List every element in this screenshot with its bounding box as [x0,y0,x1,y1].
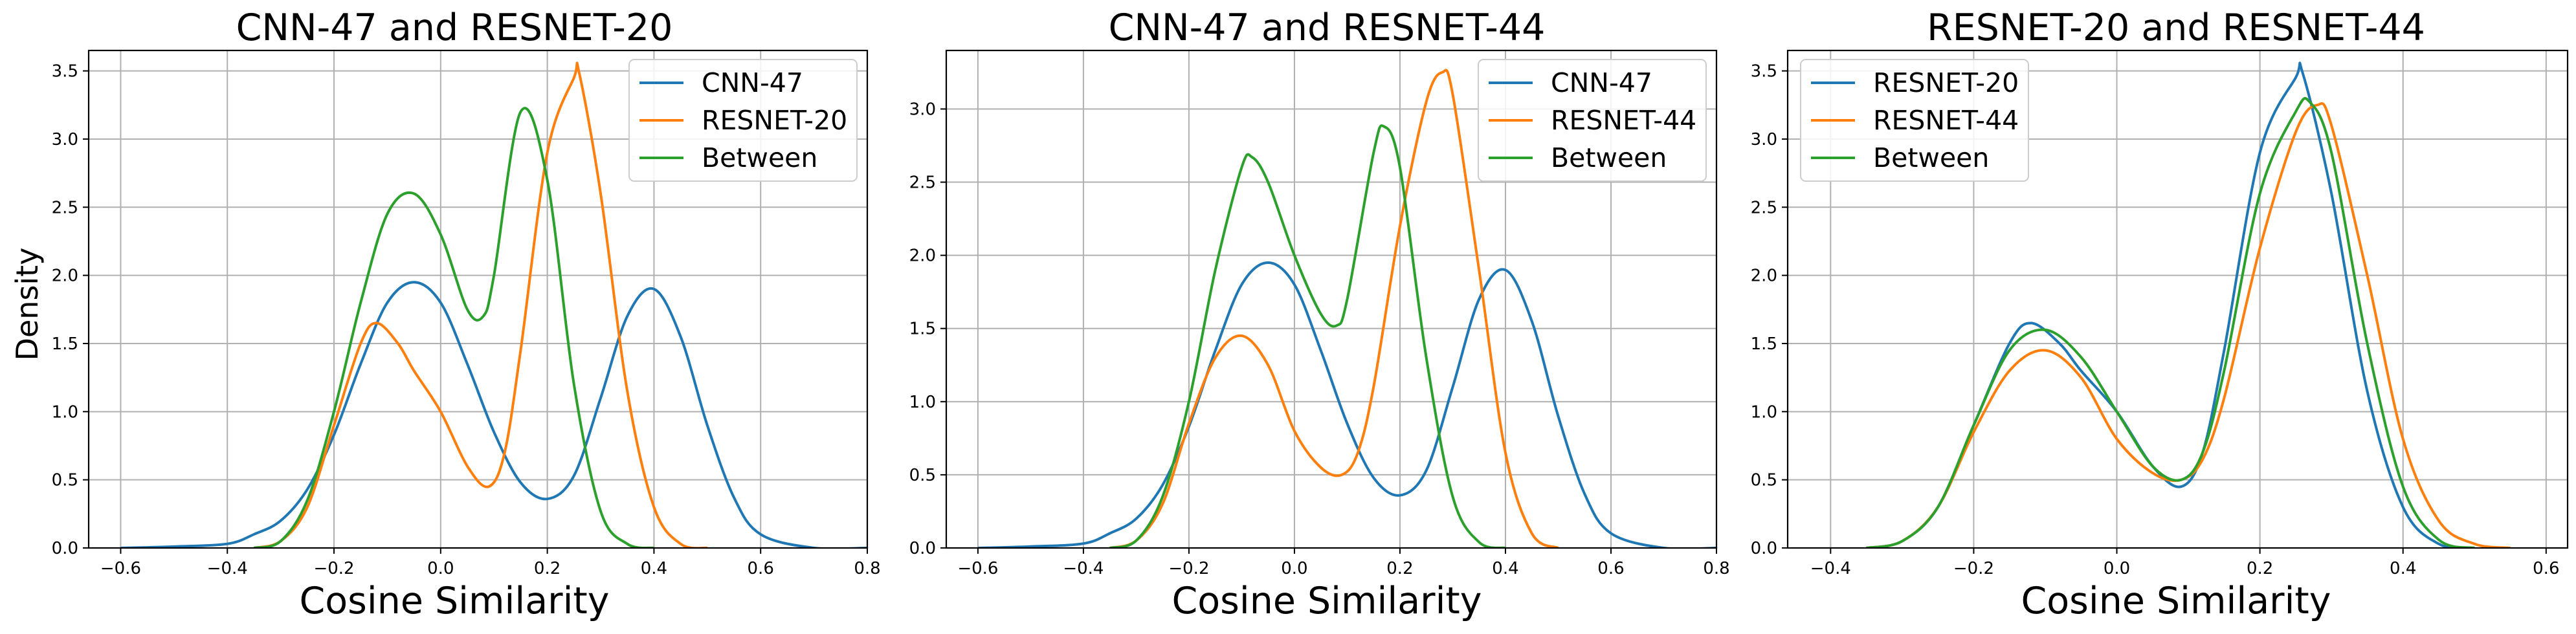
x-tick-label: 0.4 [641,559,667,578]
series-line-cnn-47 [977,261,1716,548]
x-tick-label: 0.2 [2247,559,2273,578]
y-tick-label: 0.5 [1751,471,1777,490]
x-axis-label: Cosine Similarity [1171,580,1482,622]
legend: CNN-47 RESNET-44 Between [1478,59,1707,182]
legend-label: Between [1873,142,1989,173]
chart-title: CNN-47 and RESNET-20 [236,6,673,49]
y-tick-label: 2.5 [909,173,936,193]
plot-frame [945,49,1718,549]
legend-box [628,59,858,182]
x-tick-label: 0.6 [1597,559,1624,578]
x-tick-label: 0.2 [1386,559,1413,578]
series-lines [1866,61,2511,548]
series-lines [120,61,867,548]
y-tick-label: 1.5 [52,334,78,354]
series-line-between [1109,124,1506,548]
chart-panel-cnn47-resnet20: CNN-47 and RESNET-20 Cosine Similarity D… [10,6,881,622]
x-tick-label: −0.2 [1168,559,1209,578]
chart-panel-cnn47-resnet44: CNN-47 and RESNET-44 Cosine Similarity −… [909,6,1730,622]
y-tick-label: 3.0 [909,100,936,119]
legend-box [1478,59,1707,182]
x-tick-label: 0.0 [2104,559,2130,578]
y-axis-label: Density [10,248,45,361]
y-tick-label: 2.0 [52,267,78,286]
x-tick-label: 0.0 [1281,559,1307,578]
x-tick-label: 0.6 [2533,559,2559,578]
y-tick-label: 3.0 [1751,130,1777,149]
y-tick-label: 2.0 [909,246,936,266]
series-line-between [253,107,654,548]
x-tick-label: 0.2 [534,559,561,578]
x-axis-label: Cosine Similarity [2021,580,2331,622]
y-tick-label: 1.5 [909,320,936,339]
legend-label: CNN-47 [1551,67,1652,98]
y-tick-label: 3.0 [52,130,78,149]
legend-label: Between [1551,142,1667,173]
x-tick-label: −0.4 [1063,559,1104,578]
x-tick-label: −0.4 [1810,559,1851,578]
x-tick-label: 0.8 [854,559,880,578]
series-line-resnet-20 [253,61,708,548]
plot-frame [1786,49,2569,549]
y-tick-label: 1.0 [52,402,78,422]
x-tick-label: 0.8 [1703,559,1729,578]
x-tick-label: −0.2 [313,559,354,578]
chart-panel-resnet20-resnet44: RESNET-20 and RESNET-44 Cosine Similarit… [1751,6,2569,622]
y-tick-label: 1.5 [1751,334,1777,354]
legend-label: RESNET-44 [1873,105,2019,136]
y-tick-label: 0.0 [52,539,78,558]
y-tick-label: 3.5 [52,62,78,82]
y-tick-label: 0.5 [909,466,936,485]
x-axis-label: Cosine Similarity [299,580,609,622]
x-tick-label: 0.6 [748,559,774,578]
x-tick-label: 0.0 [427,559,454,578]
chart-title: CNN-47 and RESNET-44 [1109,6,1546,49]
legend-label: RESNET-20 [1873,67,2019,98]
x-tick-label: −0.6 [100,559,141,578]
x-tick-label: −0.6 [957,559,998,578]
legend: CNN-47 RESNET-20 Between [628,59,858,182]
y-tick-label: 1.0 [1751,402,1777,422]
y-tick-label: 0.0 [909,539,936,558]
legend: RESNET-20 RESNET-44 Between [1800,59,2029,182]
series-lines [977,69,1716,548]
series-line-cnn-47 [120,281,867,548]
x-tick-label: −0.4 [207,559,248,578]
legend-label: Between [702,142,817,173]
legend-label: RESNET-44 [1551,105,1696,136]
series-line-between [1866,96,2475,548]
y-tick-label: 2.5 [1751,198,1777,217]
series-line-resnet-44 [1866,102,2511,548]
y-tick-label: 0.0 [1751,539,1777,558]
legend-box [1800,59,2029,182]
legend-label: CNN-47 [702,67,803,98]
y-tick-label: 2.0 [1751,267,1777,286]
y-tick-label: 3.5 [1751,62,1777,82]
series-line-resnet-44 [1109,69,1559,548]
y-tick-label: 1.0 [909,393,936,412]
plot-frame [87,49,869,549]
x-tick-label: 0.4 [2390,559,2416,578]
y-tick-label: 0.5 [52,471,78,490]
x-tick-label: 0.4 [1492,559,1518,578]
y-tick-label: 2.5 [52,198,78,217]
legend-label: RESNET-20 [702,105,847,136]
x-tick-label: −0.2 [1953,559,1994,578]
chart-title: RESNET-20 and RESNET-44 [1927,6,2425,49]
